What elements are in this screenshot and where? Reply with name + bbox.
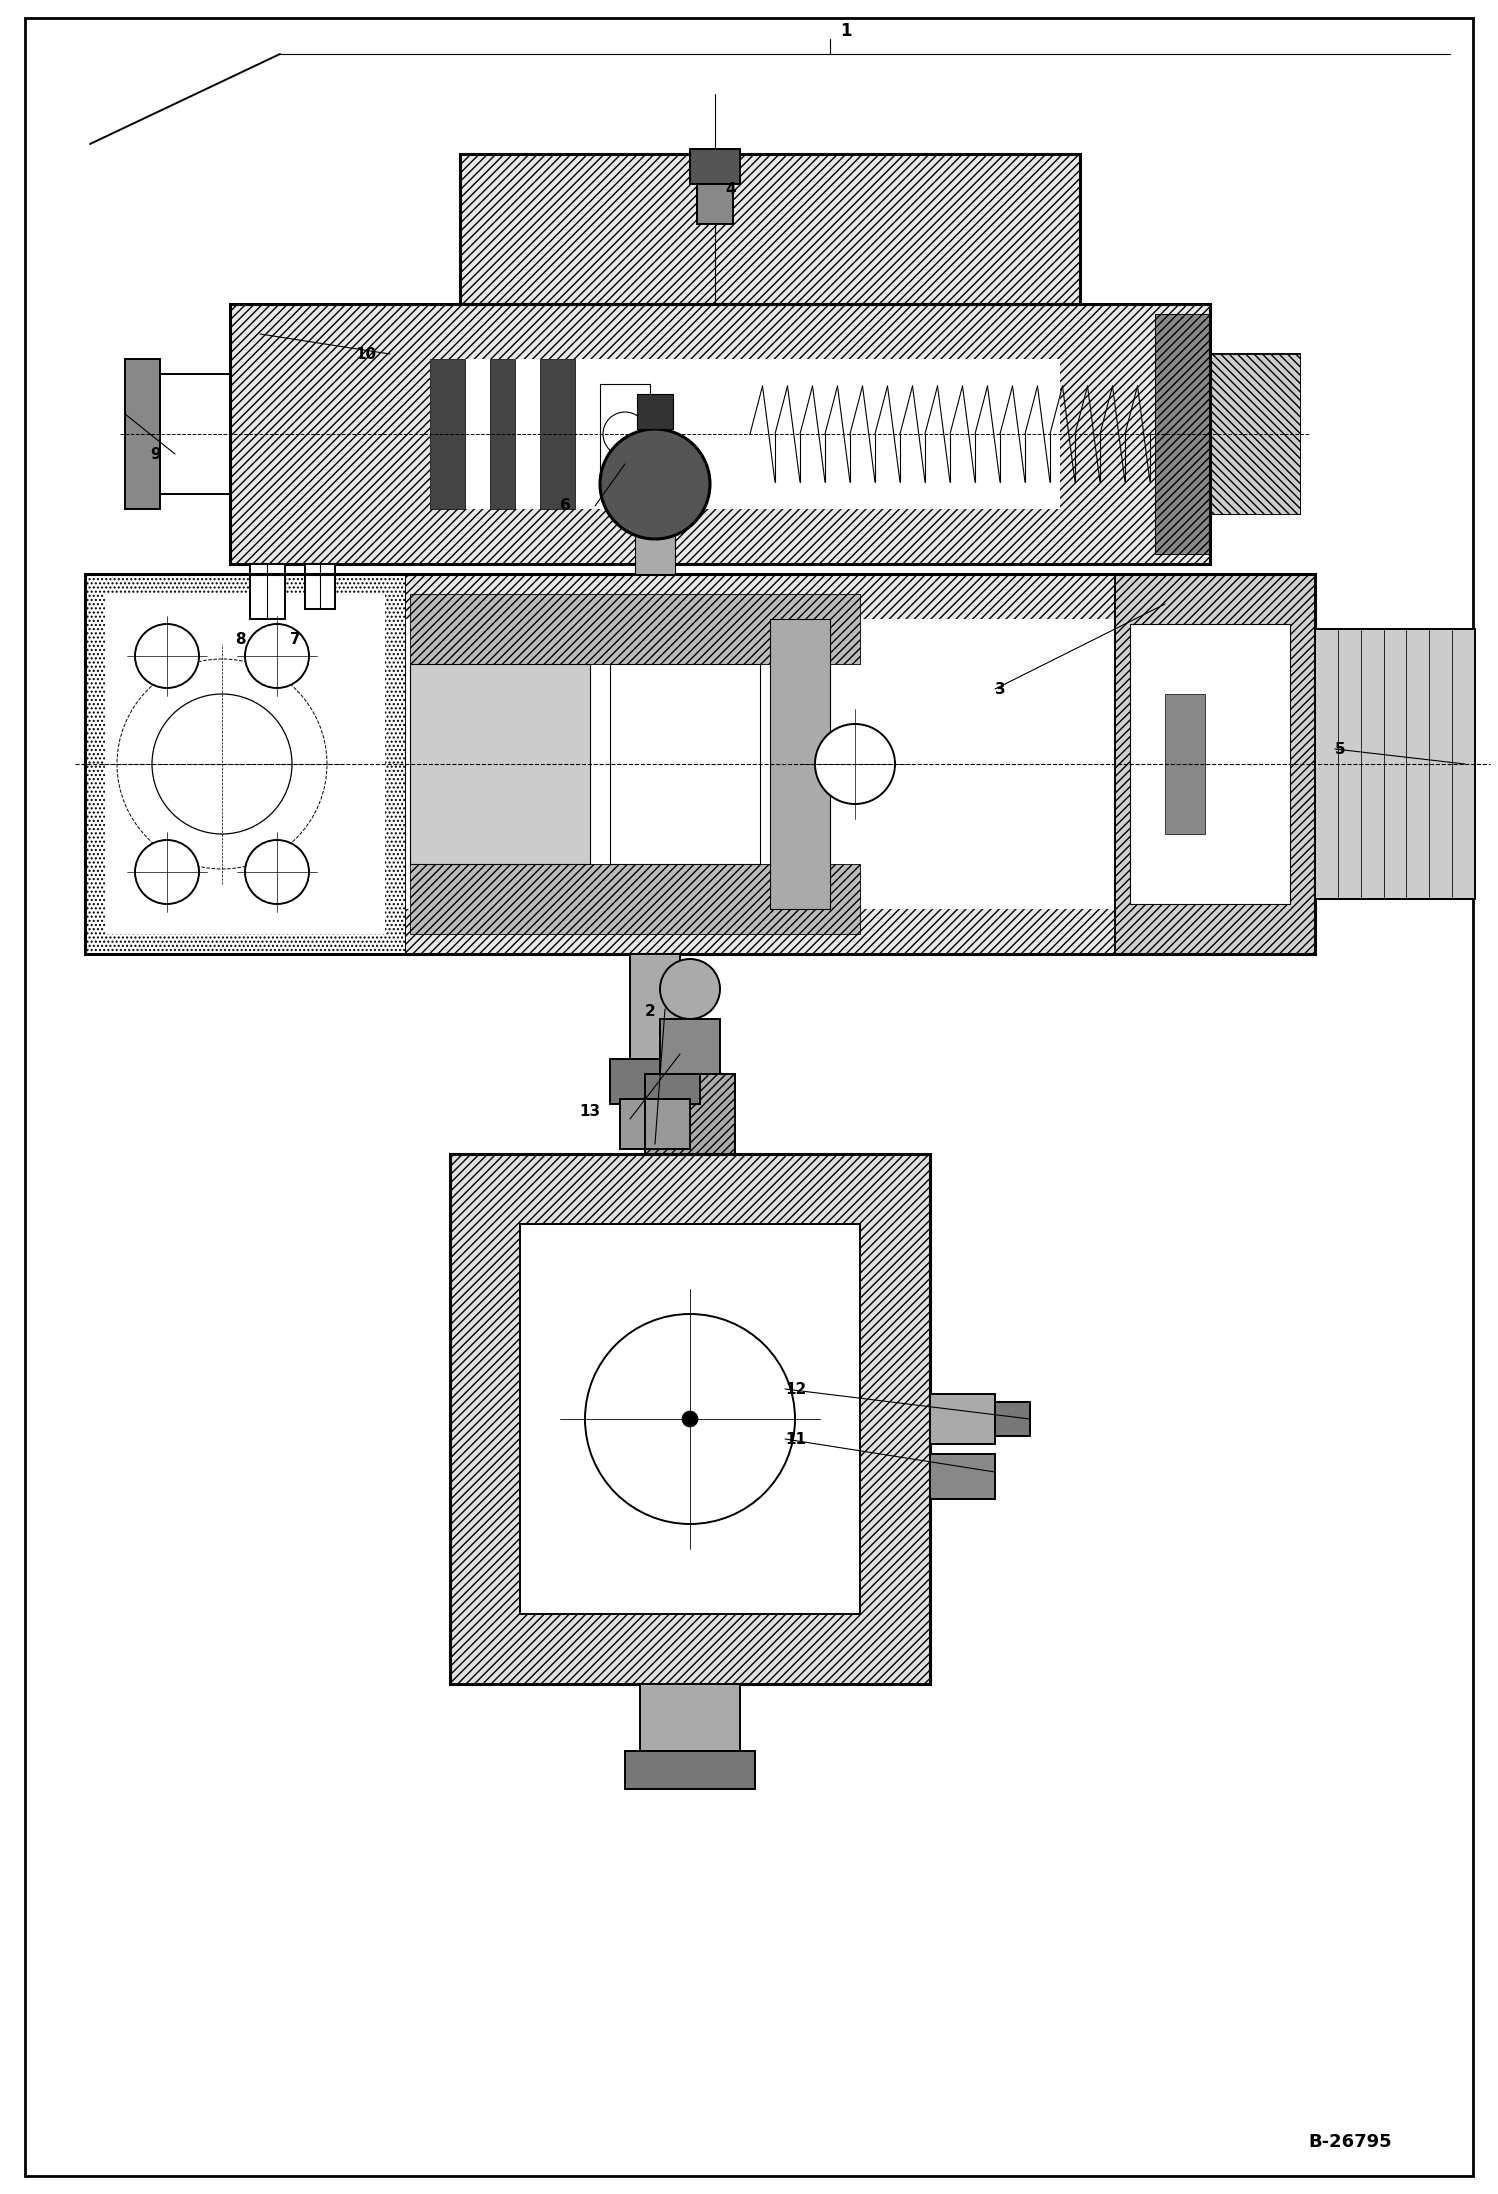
Bar [635, 524, 676, 575]
Bar [995, 1402, 1031, 1437]
Bar [142, 452, 160, 478]
Bar [85, 575, 1315, 954]
Circle shape [604, 412, 647, 456]
Bar [430, 360, 1061, 509]
Circle shape [135, 840, 199, 904]
Bar [404, 619, 1115, 908]
Bar [1129, 623, 1290, 904]
Circle shape [815, 724, 894, 803]
Bar [646, 1075, 736, 1154]
Bar [930, 1455, 995, 1499]
Text: 2: 2 [644, 1005, 656, 1020]
Bar [646, 1075, 736, 1154]
Bar [410, 595, 860, 665]
Circle shape [586, 1314, 795, 1525]
Bar [610, 665, 759, 864]
Text: 7: 7 [291, 632, 301, 647]
Text: 6: 6 [560, 498, 571, 513]
Bar [1165, 693, 1204, 834]
Bar [640, 1685, 740, 1753]
Bar [637, 395, 673, 430]
Bar [306, 564, 336, 610]
Bar [231, 305, 1210, 564]
Text: 5: 5 [1335, 742, 1345, 757]
Bar [520, 1224, 860, 1615]
Bar [1315, 630, 1338, 900]
Bar [1115, 575, 1315, 954]
Bar [1338, 630, 1360, 900]
Bar [1429, 630, 1452, 900]
Bar [620, 1099, 691, 1150]
Bar [1155, 314, 1210, 555]
Circle shape [151, 693, 292, 834]
Bar [1315, 630, 1476, 900]
Text: 10: 10 [355, 347, 376, 362]
Bar [460, 154, 1080, 305]
Text: 12: 12 [785, 1382, 806, 1398]
Circle shape [601, 430, 710, 540]
Bar [631, 954, 680, 1064]
Bar [250, 564, 285, 619]
Bar [1155, 314, 1210, 555]
Bar [697, 184, 733, 224]
Bar [610, 1060, 700, 1104]
Bar [410, 864, 860, 935]
Bar [539, 360, 575, 509]
Bar [85, 575, 404, 954]
Text: 1: 1 [840, 22, 851, 39]
Bar [449, 1154, 930, 1685]
Bar [625, 1751, 755, 1788]
Bar [1115, 575, 1315, 954]
Text: B-26795: B-26795 [1308, 2133, 1392, 2150]
Bar [85, 575, 1315, 954]
Bar [1360, 630, 1384, 900]
Bar [1384, 630, 1407, 900]
Bar [85, 575, 404, 954]
Bar [490, 360, 515, 509]
Bar [601, 384, 650, 485]
Circle shape [246, 840, 309, 904]
Bar [1210, 353, 1300, 513]
Bar [449, 1154, 930, 1685]
Bar [691, 149, 740, 184]
Text: 8: 8 [235, 632, 246, 647]
Text: 4: 4 [725, 182, 736, 197]
Bar [231, 305, 1210, 564]
Text: 3: 3 [995, 682, 1005, 695]
Bar [1315, 630, 1476, 900]
Bar [124, 360, 160, 509]
Bar [930, 1393, 995, 1444]
Bar [1452, 630, 1476, 900]
Bar [160, 373, 231, 494]
Bar [1407, 630, 1429, 900]
Circle shape [682, 1411, 698, 1426]
Text: 13: 13 [578, 1104, 601, 1119]
Bar [142, 412, 160, 441]
Circle shape [246, 623, 309, 689]
Bar [1210, 353, 1300, 513]
Bar [410, 665, 590, 864]
Bar [770, 619, 830, 908]
Bar [105, 595, 385, 935]
Bar [460, 154, 1080, 305]
Text: 11: 11 [785, 1430, 806, 1446]
Circle shape [135, 623, 199, 689]
Bar [430, 360, 464, 509]
Bar [142, 375, 160, 404]
Circle shape [661, 959, 721, 1018]
Bar [661, 1018, 721, 1075]
Text: 9: 9 [150, 448, 160, 461]
